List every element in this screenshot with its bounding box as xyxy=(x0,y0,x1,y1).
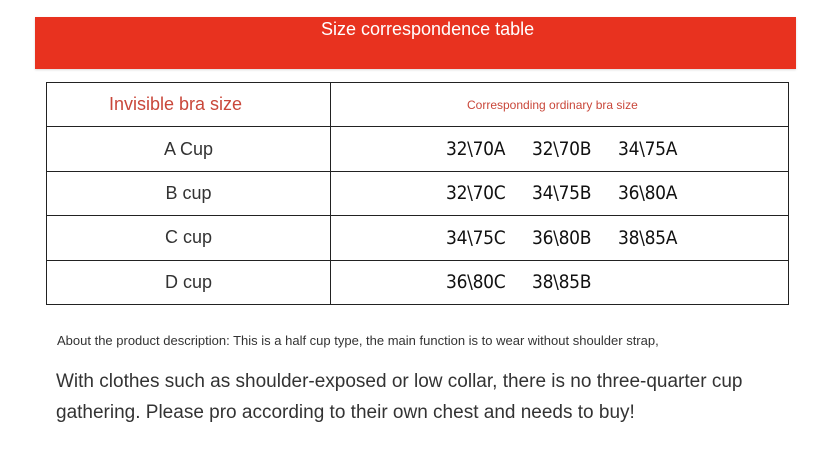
cup-label: C cup xyxy=(164,227,213,248)
sizes-cell: 32\70A 32\70B 34\75A xyxy=(330,126,789,172)
table-row: D cup 36\80C 38\85B xyxy=(46,259,789,306)
header-invisible-bra-size: Invisible bra size xyxy=(46,81,331,128)
size-value: 38\85B xyxy=(532,271,592,294)
sizes-cell: 36\80C 38\85B xyxy=(330,259,789,306)
size-value: 36\80B xyxy=(532,226,592,249)
cup-cell: A Cup xyxy=(46,126,331,172)
size-value: 34\75A xyxy=(618,138,678,161)
title-banner: Size correspondence table xyxy=(35,17,796,69)
table-row: B cup 32\70C 34\75B 36\80A xyxy=(46,170,789,217)
table-header-row: Invisible bra size Corresponding ordinar… xyxy=(46,81,789,128)
product-description-body: With clothes such as shoulder-exposed or… xyxy=(56,371,743,423)
size-value: 38\85A xyxy=(618,226,678,249)
cup-label: D cup xyxy=(164,271,213,292)
banner-title: Size correspondence table xyxy=(321,19,535,39)
size-value: 32\70A xyxy=(446,138,506,161)
cup-label: B cup xyxy=(165,182,212,203)
sizes-cell: 34\75C 36\80B 38\85A xyxy=(330,215,789,261)
table-row: C cup 34\75C 36\80B 38\85A xyxy=(46,215,789,261)
cup-label: A Cup xyxy=(163,138,214,159)
table-row: A Cup 32\70A 32\70B 34\75A xyxy=(46,126,789,172)
size-value: 34\75C xyxy=(446,226,506,249)
size-value: 36\80C xyxy=(446,271,506,294)
cup-cell: C cup xyxy=(46,215,331,261)
cup-cell: D cup xyxy=(46,259,331,306)
product-description-intro: About the product description: This is a… xyxy=(57,333,659,348)
cup-cell: B cup xyxy=(46,170,331,217)
sizes-cell: 32\70C 34\75B 36\80A xyxy=(330,170,789,217)
size-value: 34\75B xyxy=(532,182,592,205)
size-value: 36\80A xyxy=(618,182,678,205)
size-value: 32\70B xyxy=(532,138,592,161)
size-value: 32\70C xyxy=(446,182,506,205)
size-correspondence-table: Invisible bra size Corresponding ordinar… xyxy=(46,81,789,306)
header-ordinary-bra-size: Corresponding ordinary bra size xyxy=(330,81,789,128)
